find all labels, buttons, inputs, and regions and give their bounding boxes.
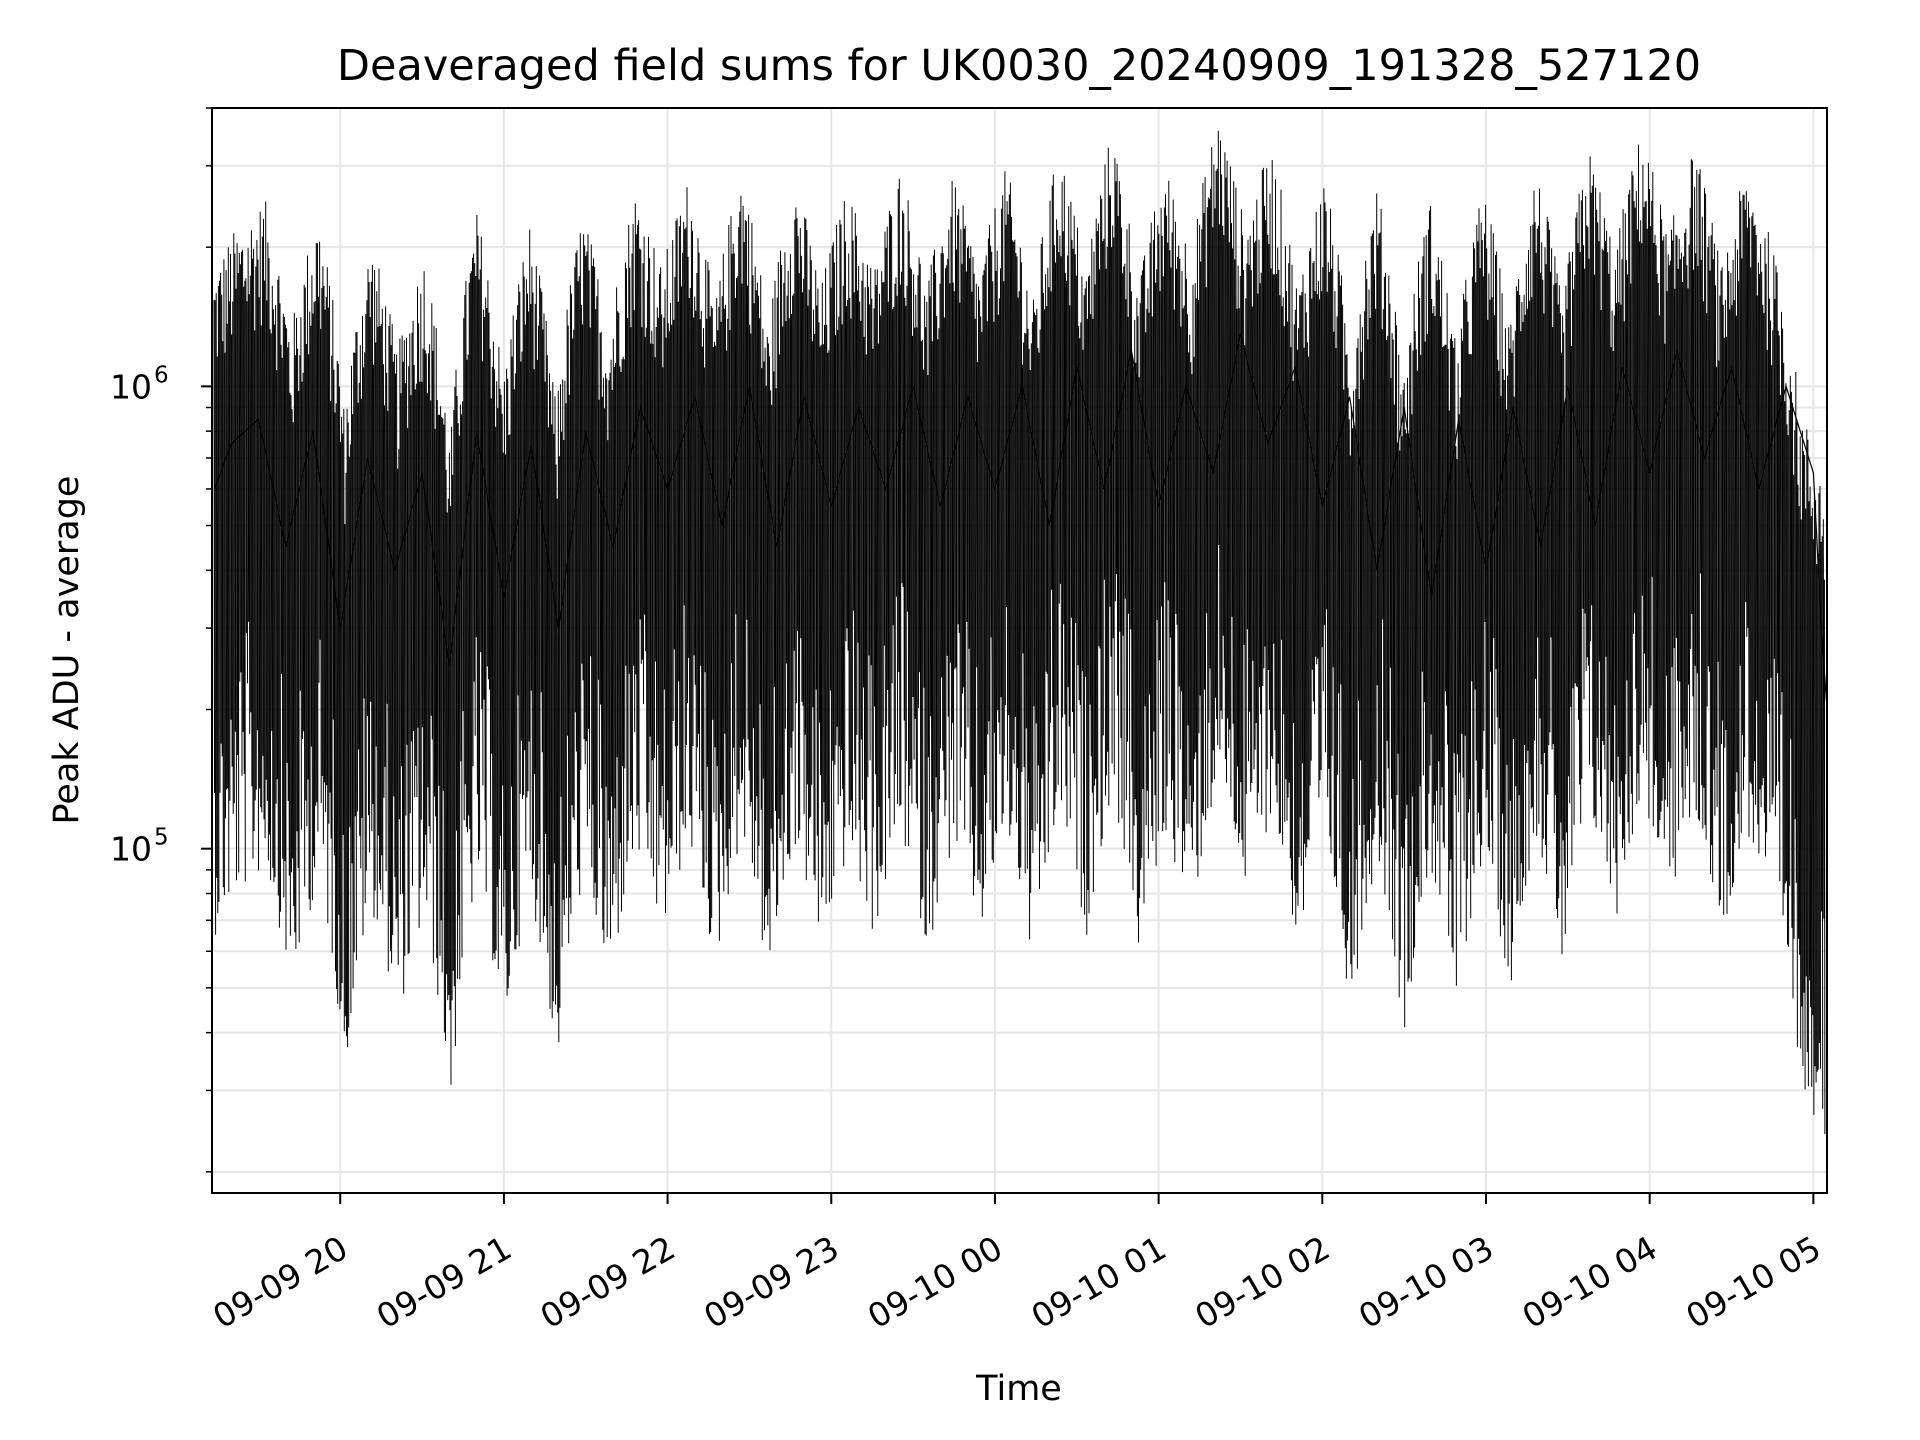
y-tick-exponent: 5 — [154, 825, 169, 851]
y-tick-label: 10 — [110, 830, 152, 869]
chart-title: Deaveraged field sums for UK0030_2024090… — [337, 41, 1701, 91]
y-tick-label: 10 — [110, 367, 152, 406]
data-noise — [213, 130, 1826, 1135]
y-axis-label: Peak ADU - average — [47, 476, 87, 825]
plot-frame — [211, 107, 1828, 1194]
y-tick-exponent: 6 — [154, 362, 169, 388]
series-noise-band — [213, 130, 1826, 1135]
series-line — [214, 333, 1828, 710]
x-axis-label: Time — [975, 1369, 1062, 1409]
